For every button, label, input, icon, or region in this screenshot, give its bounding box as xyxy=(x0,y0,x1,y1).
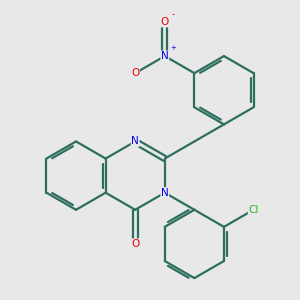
Text: N: N xyxy=(161,51,169,61)
Text: O: O xyxy=(131,239,139,249)
Text: N: N xyxy=(161,188,169,198)
Text: N: N xyxy=(131,136,139,146)
Text: O: O xyxy=(131,68,139,78)
Text: -: - xyxy=(171,10,174,19)
Text: +: + xyxy=(170,45,176,51)
Text: Cl: Cl xyxy=(248,205,259,215)
Text: O: O xyxy=(161,17,169,27)
